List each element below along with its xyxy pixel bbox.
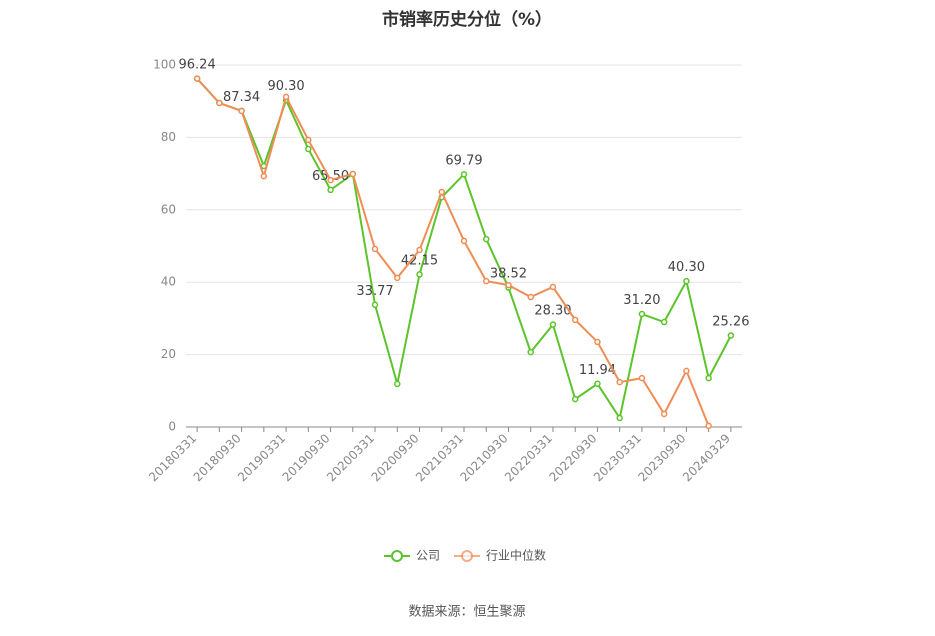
data-point — [193, 75, 201, 82]
data-point — [305, 136, 312, 144]
data-point — [305, 145, 312, 153]
legend-item[interactable]: 公司 — [384, 549, 440, 563]
data-point — [549, 321, 557, 328]
data-point — [349, 170, 357, 178]
y-tick-label: 80 — [161, 130, 176, 144]
data-point — [438, 188, 446, 196]
y-tick-label: 20 — [161, 347, 176, 361]
data-label: 38.52 — [490, 267, 527, 282]
data-point — [460, 237, 468, 245]
data-point — [527, 293, 534, 301]
data-point — [482, 235, 490, 243]
data-label: 96.24 — [179, 58, 216, 73]
data-label: 65.50 — [312, 169, 349, 184]
data-point — [683, 277, 690, 285]
data-point — [705, 374, 712, 382]
legend-marker — [461, 550, 474, 562]
data-point — [571, 316, 579, 324]
series-line — [196, 77, 710, 427]
data-label: 69.79 — [445, 153, 482, 168]
data-point — [371, 301, 379, 309]
data-label: 31.20 — [623, 293, 660, 308]
data-label: 87.34 — [223, 90, 260, 105]
y-tick-label: 100 — [153, 58, 176, 72]
data-point — [527, 348, 534, 356]
data-point — [327, 186, 334, 194]
data-point — [260, 172, 268, 180]
data-label: 33.77 — [356, 284, 393, 299]
data-label: 28.30 — [534, 304, 571, 319]
data-label: 11.94 — [579, 363, 616, 378]
data-point — [238, 107, 245, 115]
data-point — [394, 380, 401, 388]
data-point — [616, 414, 623, 422]
legend-item[interactable]: 行业中位数 — [454, 548, 546, 563]
x-tick-label: 20240329 — [680, 431, 733, 484]
legend-label: 行业中位数 — [486, 548, 546, 563]
data-point — [594, 338, 601, 346]
data-point — [416, 246, 423, 254]
data-point — [394, 274, 401, 282]
data-point — [705, 422, 712, 430]
source: 数据来源：恒生聚源 — [408, 605, 525, 620]
y-tick-label: 40 — [161, 275, 176, 289]
data-point — [216, 99, 223, 107]
data-label: 42.15 — [401, 253, 438, 268]
data-point — [594, 380, 601, 388]
data-point — [727, 332, 735, 339]
data-label: 25.26 — [712, 315, 749, 330]
data-point — [660, 318, 668, 326]
data-label: 90.30 — [267, 79, 304, 94]
y-tick-label: 0 — [168, 420, 176, 434]
data-point — [660, 410, 668, 418]
data-point — [327, 176, 334, 184]
data-point — [638, 310, 646, 318]
data-point — [282, 93, 290, 101]
data-point — [638, 374, 646, 382]
data-label: 40.30 — [668, 260, 705, 275]
data-point — [505, 281, 512, 289]
data-point — [460, 171, 468, 178]
data-point — [683, 367, 690, 375]
legend-label: 公司 — [416, 549, 440, 563]
y-tick-label: 60 — [161, 202, 176, 216]
data-point — [616, 378, 623, 386]
data-point — [482, 277, 490, 285]
data-point — [371, 245, 379, 253]
data-point — [549, 283, 557, 291]
data-point — [571, 395, 579, 403]
legend-marker — [391, 550, 403, 562]
data-point — [416, 271, 423, 278]
chart-title: 市销率历史分位（%） — [382, 9, 552, 30]
